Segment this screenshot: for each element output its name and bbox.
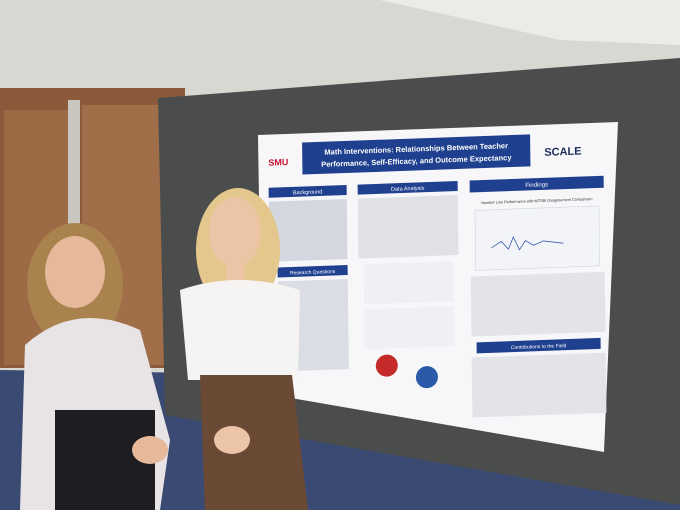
- neck: [226, 262, 244, 282]
- title-bar: [302, 134, 531, 175]
- text-block: [357, 194, 459, 259]
- bar-chart: [364, 306, 455, 350]
- person-right: [180, 188, 308, 510]
- bar-chart: [363, 261, 455, 305]
- section-header: [268, 184, 347, 198]
- section-header: [357, 180, 458, 195]
- face: [45, 236, 105, 308]
- section-title: Background: [293, 189, 322, 196]
- chart-line: [491, 236, 564, 251]
- person-left: [20, 223, 170, 510]
- section-title: Research Questions: [290, 269, 336, 277]
- hands: [214, 426, 250, 454]
- poster-content: SMU Math Interventions: Relationships Be…: [268, 134, 607, 418]
- face: [209, 197, 261, 267]
- pie-chart: [415, 366, 438, 389]
- text-block: [471, 352, 607, 418]
- section-header: [476, 337, 601, 354]
- text-block: [268, 198, 348, 262]
- logo-left: SMU: [268, 157, 288, 168]
- chart-title: Number Line Performance with MTSBI Disag…: [481, 197, 592, 205]
- logo-right: SCALE: [544, 146, 581, 159]
- trousers: [200, 375, 308, 510]
- section-header: [277, 264, 348, 278]
- section-title: Data Analysis: [391, 186, 425, 193]
- section-title: Contributions to the Field: [511, 343, 567, 351]
- section-header: [469, 175, 604, 193]
- text-block: [470, 271, 606, 337]
- ceiling: [380, 0, 680, 45]
- pie-chart: [375, 354, 398, 377]
- top: [180, 280, 300, 380]
- section-title: Findings: [525, 182, 548, 189]
- line-chart: [474, 205, 600, 271]
- hands: [132, 436, 168, 464]
